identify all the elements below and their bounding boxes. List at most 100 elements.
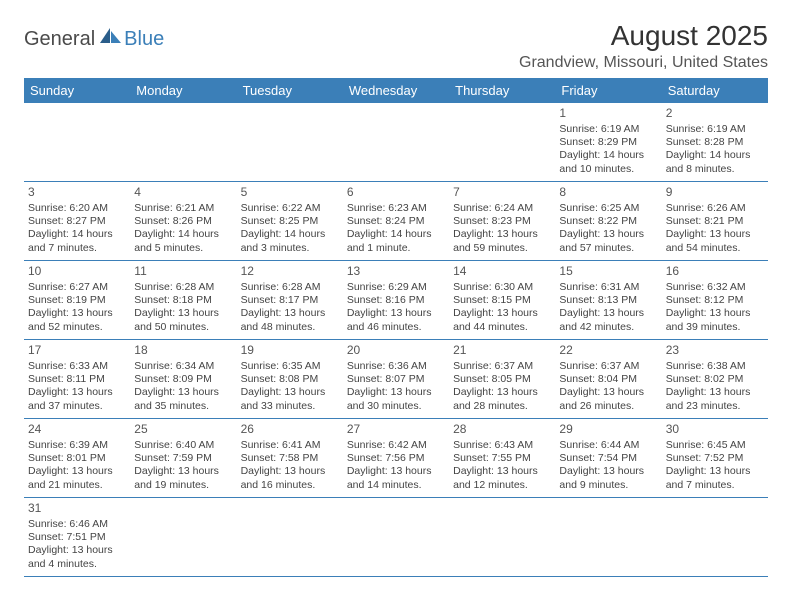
calendar-cell: 4Sunrise: 6:21 AMSunset: 8:26 PMDaylight…	[130, 182, 236, 260]
sunset-text: Sunset: 8:21 PM	[666, 215, 764, 228]
day-number: 5	[241, 185, 339, 201]
daylight-text: Daylight: 13 hours and 37 minutes.	[28, 386, 126, 413]
day-number: 8	[559, 185, 657, 201]
daylight-text: Daylight: 13 hours and 57 minutes.	[559, 228, 657, 255]
daylight-text: Daylight: 13 hours and 30 minutes.	[347, 386, 445, 413]
sunset-text: Sunset: 8:28 PM	[666, 136, 764, 149]
calendar-cell	[237, 103, 343, 181]
header: General Blue August 2025 Grandview, Miss…	[24, 20, 768, 72]
day-number: 12	[241, 264, 339, 280]
calendar-cell: 27Sunrise: 6:42 AMSunset: 7:56 PMDayligh…	[343, 419, 449, 497]
calendar-cell: 13Sunrise: 6:29 AMSunset: 8:16 PMDayligh…	[343, 261, 449, 339]
daylight-text: Daylight: 13 hours and 7 minutes.	[666, 465, 764, 492]
sunset-text: Sunset: 7:54 PM	[559, 452, 657, 465]
day-number: 14	[453, 264, 551, 280]
day-number: 3	[28, 185, 126, 201]
calendar-cell	[130, 498, 236, 576]
sunset-text: Sunset: 7:55 PM	[453, 452, 551, 465]
sunrise-text: Sunrise: 6:33 AM	[28, 360, 126, 373]
daylight-text: Daylight: 14 hours and 5 minutes.	[134, 228, 232, 255]
calendar-week: 10Sunrise: 6:27 AMSunset: 8:19 PMDayligh…	[24, 261, 768, 340]
sunrise-text: Sunrise: 6:24 AM	[453, 202, 551, 215]
sunrise-text: Sunrise: 6:28 AM	[241, 281, 339, 294]
calendar-cell: 14Sunrise: 6:30 AMSunset: 8:15 PMDayligh…	[449, 261, 555, 339]
sunset-text: Sunset: 8:26 PM	[134, 215, 232, 228]
calendar-cell: 17Sunrise: 6:33 AMSunset: 8:11 PMDayligh…	[24, 340, 130, 418]
daylight-text: Daylight: 13 hours and 19 minutes.	[134, 465, 232, 492]
calendar-cell: 7Sunrise: 6:24 AMSunset: 8:23 PMDaylight…	[449, 182, 555, 260]
sunrise-text: Sunrise: 6:28 AM	[134, 281, 232, 294]
calendar-cell: 21Sunrise: 6:37 AMSunset: 8:05 PMDayligh…	[449, 340, 555, 418]
calendar-cell: 16Sunrise: 6:32 AMSunset: 8:12 PMDayligh…	[662, 261, 768, 339]
day-number: 15	[559, 264, 657, 280]
sunset-text: Sunset: 8:19 PM	[28, 294, 126, 307]
calendar-cell: 11Sunrise: 6:28 AMSunset: 8:18 PMDayligh…	[130, 261, 236, 339]
day-number: 11	[134, 264, 232, 280]
sunrise-text: Sunrise: 6:36 AM	[347, 360, 445, 373]
calendar-cell	[343, 498, 449, 576]
daylight-text: Daylight: 13 hours and 33 minutes.	[241, 386, 339, 413]
sunrise-text: Sunrise: 6:37 AM	[559, 360, 657, 373]
daylight-text: Daylight: 13 hours and 48 minutes.	[241, 307, 339, 334]
calendar-cell	[555, 498, 661, 576]
sunset-text: Sunset: 8:24 PM	[347, 215, 445, 228]
calendar-cell: 25Sunrise: 6:40 AMSunset: 7:59 PMDayligh…	[130, 419, 236, 497]
day-header-mon: Monday	[130, 78, 236, 103]
day-number: 17	[28, 343, 126, 359]
sunrise-text: Sunrise: 6:41 AM	[241, 439, 339, 452]
daylight-text: Daylight: 14 hours and 7 minutes.	[28, 228, 126, 255]
sunrise-text: Sunrise: 6:23 AM	[347, 202, 445, 215]
calendar-cell: 2Sunrise: 6:19 AMSunset: 8:28 PMDaylight…	[662, 103, 768, 181]
sunset-text: Sunset: 7:51 PM	[28, 531, 126, 544]
sunset-text: Sunset: 8:13 PM	[559, 294, 657, 307]
day-number: 2	[666, 106, 764, 122]
daylight-text: Daylight: 14 hours and 8 minutes.	[666, 149, 764, 176]
sunset-text: Sunset: 8:17 PM	[241, 294, 339, 307]
sunset-text: Sunset: 8:02 PM	[666, 373, 764, 386]
day-number: 28	[453, 422, 551, 438]
daylight-text: Daylight: 13 hours and 42 minutes.	[559, 307, 657, 334]
calendar-cell	[449, 103, 555, 181]
calendar-cell: 8Sunrise: 6:25 AMSunset: 8:22 PMDaylight…	[555, 182, 661, 260]
sunrise-text: Sunrise: 6:20 AM	[28, 202, 126, 215]
location: Grandview, Missouri, United States	[519, 54, 768, 72]
sunrise-text: Sunrise: 6:32 AM	[666, 281, 764, 294]
sunset-text: Sunset: 7:59 PM	[134, 452, 232, 465]
day-number: 1	[559, 106, 657, 122]
calendar-cell: 26Sunrise: 6:41 AMSunset: 7:58 PMDayligh…	[237, 419, 343, 497]
sunrise-text: Sunrise: 6:37 AM	[453, 360, 551, 373]
day-number: 20	[347, 343, 445, 359]
day-number: 16	[666, 264, 764, 280]
daylight-text: Daylight: 13 hours and 59 minutes.	[453, 228, 551, 255]
daylight-text: Daylight: 13 hours and 46 minutes.	[347, 307, 445, 334]
sunrise-text: Sunrise: 6:21 AM	[134, 202, 232, 215]
logo-text-blue: Blue	[124, 28, 164, 51]
day-header-wed: Wednesday	[343, 78, 449, 103]
calendar-cell: 29Sunrise: 6:44 AMSunset: 7:54 PMDayligh…	[555, 419, 661, 497]
day-number: 6	[347, 185, 445, 201]
day-number: 7	[453, 185, 551, 201]
sunset-text: Sunset: 8:01 PM	[28, 452, 126, 465]
day-number: 10	[28, 264, 126, 280]
daylight-text: Daylight: 13 hours and 4 minutes.	[28, 544, 126, 571]
day-number: 22	[559, 343, 657, 359]
logo-text-general: General	[24, 28, 95, 51]
sunset-text: Sunset: 8:18 PM	[134, 294, 232, 307]
sunrise-text: Sunrise: 6:46 AM	[28, 518, 126, 531]
sunset-text: Sunset: 8:04 PM	[559, 373, 657, 386]
calendar-cell: 23Sunrise: 6:38 AMSunset: 8:02 PMDayligh…	[662, 340, 768, 418]
calendar-cell: 24Sunrise: 6:39 AMSunset: 8:01 PMDayligh…	[24, 419, 130, 497]
daylight-text: Daylight: 13 hours and 9 minutes.	[559, 465, 657, 492]
calendar-cell: 28Sunrise: 6:43 AMSunset: 7:55 PMDayligh…	[449, 419, 555, 497]
sunset-text: Sunset: 7:52 PM	[666, 452, 764, 465]
day-header-sun: Sunday	[24, 78, 130, 103]
calendar-cell: 12Sunrise: 6:28 AMSunset: 8:17 PMDayligh…	[237, 261, 343, 339]
calendar-week: 17Sunrise: 6:33 AMSunset: 8:11 PMDayligh…	[24, 340, 768, 419]
logo: General Blue	[24, 28, 164, 51]
calendar-cell: 6Sunrise: 6:23 AMSunset: 8:24 PMDaylight…	[343, 182, 449, 260]
sunset-text: Sunset: 8:12 PM	[666, 294, 764, 307]
sunrise-text: Sunrise: 6:35 AM	[241, 360, 339, 373]
calendar-cell: 15Sunrise: 6:31 AMSunset: 8:13 PMDayligh…	[555, 261, 661, 339]
daylight-text: Daylight: 14 hours and 1 minute.	[347, 228, 445, 255]
daylight-text: Daylight: 13 hours and 16 minutes.	[241, 465, 339, 492]
